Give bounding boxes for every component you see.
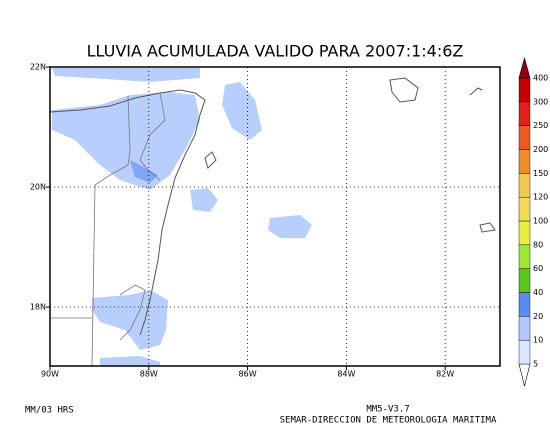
colorbar-label: 5	[533, 360, 538, 369]
coastline	[49, 89, 206, 336]
colorbar-label: 150	[533, 169, 548, 178]
border	[139, 92, 166, 181]
colorbar-bin	[518, 173, 531, 198]
rain-area	[130, 160, 158, 183]
colorbar-bin	[518, 316, 531, 341]
colorbar-extend	[518, 363, 531, 387]
colorbar-label: 400	[533, 74, 548, 83]
colorbar-bin	[518, 196, 531, 222]
footer-model: MM5-V3.7	[366, 405, 409, 415]
rain-area	[268, 215, 312, 238]
rain-area	[190, 188, 218, 212]
colorbar-label: 10	[533, 336, 543, 345]
title: LLUVIA ACUMULADA VALIDO PARA 2007:1:4:6Z	[87, 42, 464, 61]
colorbar-label: 250	[533, 121, 548, 130]
colorbar-bin	[518, 77, 531, 103]
footer-left: MM/03 HRS	[25, 406, 74, 416]
colorbar-label: 200	[533, 145, 548, 154]
footer-agency: SEMAR-DIRECCION DE METEOROLOGIA MARITIMA	[280, 416, 497, 425]
colorbar-label: 60	[533, 264, 543, 273]
colorbar-bin	[518, 149, 531, 174]
border	[91, 95, 131, 367]
colorbar-bin	[518, 268, 531, 293]
border	[119, 284, 146, 341]
colorbar-bin	[518, 339, 531, 365]
colorbar-bin	[518, 292, 531, 317]
colorbar-bin	[518, 101, 531, 126]
colorbar-label: 100	[533, 217, 548, 226]
colorbar-label: 300	[533, 97, 548, 106]
lon-label: 88W	[140, 370, 158, 379]
colorbar-bin	[518, 220, 531, 246]
rain-area	[52, 92, 200, 190]
colorbar-label: 120	[533, 193, 548, 202]
coastline	[469, 87, 483, 96]
island	[389, 77, 419, 103]
lon-label: 90W	[41, 370, 59, 379]
colorbar-bin	[518, 125, 531, 150]
rain-area	[222, 82, 262, 140]
lon-label: 82W	[436, 370, 454, 379]
island	[204, 151, 217, 169]
island	[479, 222, 496, 233]
lat-label: 22N	[30, 63, 46, 72]
rain-area	[52, 68, 200, 82]
colorbar-label: 80	[533, 240, 543, 249]
lat-label: 18N	[30, 303, 46, 312]
colorbar-bin	[518, 244, 531, 269]
colorbar: 5 10 20 40 60 80 100 120 150 200 250 300 400	[518, 56, 548, 387]
map-frame	[49, 66, 501, 367]
lon-label: 86W	[239, 370, 257, 379]
lon-label: 84W	[337, 370, 355, 379]
map-area	[49, 67, 500, 367]
colorbar-label: 40	[533, 288, 543, 297]
colorbar-extend	[518, 56, 531, 79]
rain-area	[100, 356, 160, 366]
lat-label: 20N	[30, 183, 46, 192]
colorbar-label: 20	[533, 312, 543, 321]
